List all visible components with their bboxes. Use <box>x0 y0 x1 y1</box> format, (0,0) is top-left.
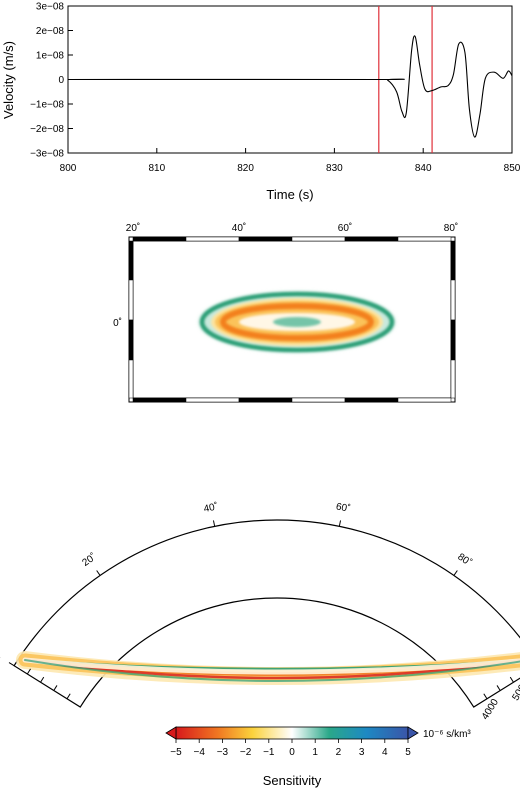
y-tick-label: 1e−08 <box>36 51 65 62</box>
angle-tick <box>8 662 15 667</box>
seismogram-y-label: Velocity (m/s) <box>1 41 16 119</box>
colorbar-tick-label: 1 <box>312 747 318 758</box>
angle-tick <box>453 570 458 576</box>
radius-tick <box>66 693 71 700</box>
radius-label: 5000 <box>510 678 520 703</box>
map-checker-bottom <box>185 397 240 403</box>
x-tick-label: 810 <box>148 163 165 174</box>
map-checker-bottom <box>291 397 346 403</box>
colorbar-tick-label: 0 <box>289 747 295 758</box>
map-checker-top <box>238 236 293 242</box>
map-lon-label: 60˚ <box>338 222 352 234</box>
radius-tick <box>53 685 58 691</box>
map-checker-top <box>132 236 187 242</box>
colorbar-ticks: −5 −4 −3 −2 −1 0 1 2 3 4 5 <box>170 739 411 758</box>
map-checker-right <box>450 319 456 361</box>
angle-label: 80˚ <box>455 551 474 569</box>
radius-tick <box>26 668 31 675</box>
angle-label: 0˚ <box>0 649 5 663</box>
colorbar-tick-label: −2 <box>240 747 252 758</box>
x-tick-label: 820 <box>237 163 254 174</box>
map-longitude-labels: 20˚ 40˚ 60˚ 80˚ <box>126 222 458 234</box>
y-tick-label: 2e−08 <box>36 26 65 37</box>
kernel-band <box>23 658 520 680</box>
map-checker-top <box>344 236 399 242</box>
y-tick-label: −2e−08 <box>30 124 64 135</box>
map-checker-left <box>128 279 134 321</box>
map-lon-label: 20˚ <box>126 222 140 234</box>
radius-tick <box>496 685 501 691</box>
map-checker-left <box>128 240 134 281</box>
seismogram-panel: 3e−08 2e−08 1e−08 0 −1e−08 −2e−08 −3e−08 800 81… <box>1 2 520 203</box>
colorbar-tick-label: −3 <box>217 747 229 758</box>
angle-tick <box>212 520 216 527</box>
angle-label: 20˚ <box>80 551 99 569</box>
colorbar-tick-label: −1 <box>263 747 275 758</box>
colorbar: −5 −4 −3 −2 −1 0 1 2 3 4 5 10⁻⁶ s/km³ Sensitivity <box>165 726 471 788</box>
map-lon-label: 40˚ <box>232 222 246 234</box>
map-checker-left <box>128 359 134 399</box>
map-checker-top <box>397 236 452 242</box>
y-tick-label: −1e−08 <box>30 100 64 111</box>
colorbar-tick-label: 4 <box>382 747 388 758</box>
colorbar-tick-label: 2 <box>336 747 342 758</box>
map-checker-bottom <box>132 397 187 403</box>
map-checker-top <box>291 236 346 242</box>
radius-tick <box>40 676 45 683</box>
map-checker-right <box>450 240 456 281</box>
colorbar-tick-label: −4 <box>193 747 205 758</box>
map-checker-bottom <box>238 397 293 403</box>
colorbar-low-arrow <box>165 726 177 740</box>
colorbar-gradient <box>175 726 409 740</box>
y-tick-label: 0 <box>58 75 64 86</box>
map-kernel-image <box>199 291 395 353</box>
radius-tick <box>509 676 514 683</box>
velocity-trace <box>68 35 512 138</box>
seismogram-y-ticks: 3e−08 2e−08 1e−08 0 −1e−08 −2e−08 −3e−08 <box>30 2 73 160</box>
map-checker-left <box>128 319 134 361</box>
x-tick-label: 830 <box>326 163 343 174</box>
angle-label: 40˚ <box>203 500 220 515</box>
colorbar-label: Sensitivity <box>263 773 322 788</box>
kernel-band <box>23 659 520 682</box>
map-checker-bottom <box>397 397 452 403</box>
x-tick-label: 800 <box>60 163 77 174</box>
map-lat-label-0: 0˚ <box>113 317 122 329</box>
cross-section-panel: 0˚20˚40˚60˚80˚100˚ 400050006000 <box>0 500 520 722</box>
map-kernel-panel: 20˚ 40˚ 60˚ 80˚ 0˚ <box>113 222 458 403</box>
seismogram-x-label: Time (s) <box>266 187 313 202</box>
map-checker-right <box>450 359 456 399</box>
angle-tick <box>96 570 101 576</box>
colorbar-tick-label: 5 <box>405 747 411 758</box>
angle-label: 60˚ <box>335 500 352 515</box>
cross-section-outline <box>13 519 520 708</box>
x-tick-label: 850 <box>504 163 520 174</box>
map-checker-border <box>128 236 456 403</box>
x-tick-label: 840 <box>415 163 432 174</box>
angle-tick <box>338 520 342 527</box>
map-checker-top <box>185 236 240 242</box>
y-tick-label: 3e−08 <box>36 2 65 13</box>
y-tick-label: −3e−08 <box>30 149 64 160</box>
cross-section-kernel-image <box>15 651 520 685</box>
map-lon-label: 80˚ <box>444 222 458 234</box>
kernel-band <box>22 657 520 675</box>
colorbar-tick-label: 3 <box>359 747 365 758</box>
cross-section-ticks <box>8 520 514 700</box>
colorbar-tick-label: −5 <box>170 747 182 758</box>
map-checker-bottom <box>344 397 399 403</box>
colorbar-high-arrow <box>407 726 419 740</box>
map-checker-right <box>450 279 456 321</box>
seismogram-x-ticks: 800 810 820 830 840 850 <box>60 148 520 174</box>
colorbar-unit: 10⁻⁶ s/km³ <box>423 729 471 740</box>
radius-tick <box>483 693 488 700</box>
